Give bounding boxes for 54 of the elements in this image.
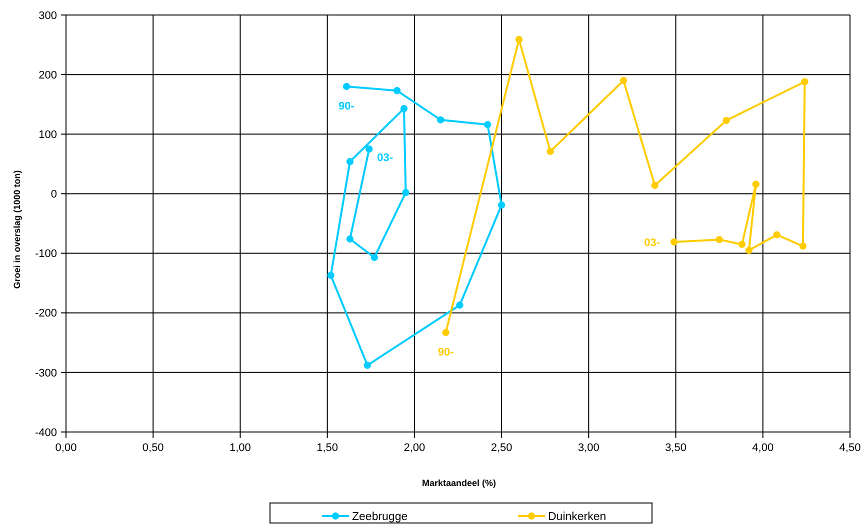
point bbox=[370, 254, 378, 262]
y-tick-label: 100 bbox=[38, 128, 57, 141]
annotation: 03- bbox=[644, 236, 660, 249]
point bbox=[346, 158, 354, 166]
y-tick-label: 0 bbox=[50, 188, 57, 201]
annotation: 90- bbox=[438, 346, 454, 358]
point bbox=[546, 148, 554, 156]
point bbox=[400, 104, 408, 112]
x-tick-label: 0,00 bbox=[55, 442, 77, 454]
x-tick-label: 4,00 bbox=[752, 442, 774, 454]
x-tick-label: 1,00 bbox=[230, 442, 251, 454]
point bbox=[456, 302, 464, 309]
point bbox=[722, 116, 730, 124]
x-axis-title: Marktaandeel (%) bbox=[422, 478, 496, 488]
y-tick-label: -200 bbox=[34, 308, 57, 320]
x-tick-label: 3,00 bbox=[578, 442, 600, 454]
y-axis-title: Groei in overslag (1000 ton) bbox=[12, 170, 22, 289]
x-tick-label: 3,50 bbox=[665, 442, 686, 454]
point bbox=[346, 235, 354, 243]
annotation: 90- bbox=[338, 100, 355, 112]
x-tick-label: 1,50 bbox=[316, 442, 338, 454]
x-tick-label: 2,50 bbox=[490, 442, 512, 454]
point bbox=[799, 242, 807, 250]
point bbox=[651, 182, 658, 189]
point bbox=[716, 236, 723, 244]
point bbox=[442, 328, 450, 336]
x-tick-label: 0,50 bbox=[142, 442, 164, 454]
point bbox=[801, 78, 808, 86]
point bbox=[402, 188, 410, 196]
point bbox=[738, 240, 746, 248]
point bbox=[393, 87, 401, 94]
annotation: 03- bbox=[377, 152, 394, 164]
point bbox=[670, 238, 678, 246]
x-tick-label: 2,00 bbox=[404, 442, 426, 454]
point bbox=[515, 36, 523, 44]
y-tick-label: 200 bbox=[38, 69, 57, 82]
point bbox=[752, 180, 760, 188]
point bbox=[436, 116, 444, 124]
point bbox=[745, 246, 753, 254]
point bbox=[498, 201, 506, 209]
legend-label: Duinkerken bbox=[548, 511, 606, 523]
point bbox=[366, 145, 373, 153]
y-tick-label: -300 bbox=[34, 367, 57, 380]
y-tick-label: -400 bbox=[34, 426, 57, 439]
point bbox=[620, 76, 628, 84]
x-tick-label: 4,50 bbox=[839, 442, 861, 454]
point bbox=[342, 82, 350, 90]
y-tick-label: -100 bbox=[34, 248, 57, 260]
point bbox=[364, 362, 372, 369]
legend-label: Zeebrugge bbox=[352, 511, 408, 523]
point bbox=[327, 272, 334, 279]
y-tick-label: 300 bbox=[38, 10, 57, 22]
point bbox=[484, 121, 492, 128]
point bbox=[773, 231, 780, 238]
